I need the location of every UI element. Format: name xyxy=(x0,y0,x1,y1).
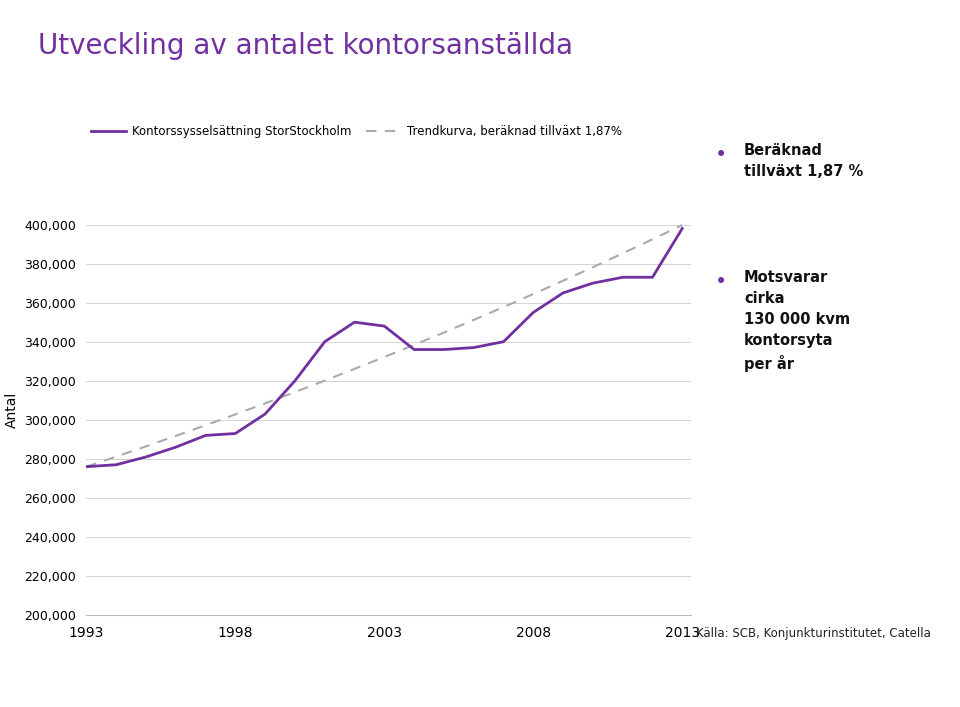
Text: 🔑: 🔑 xyxy=(887,674,895,686)
Y-axis label: Antal: Antal xyxy=(5,392,18,428)
Text: Fabege: Fabege xyxy=(900,672,960,691)
Text: •: • xyxy=(715,145,728,165)
Legend: Kontorssysselsättning StorStockholm, Trendkurva, beräknad tillväxt 1,87%: Kontorssysselsättning StorStockholm, Tre… xyxy=(86,121,627,143)
Text: Beräknad
tillväxt 1,87 %: Beräknad tillväxt 1,87 % xyxy=(744,143,863,179)
Text: •: • xyxy=(715,272,728,292)
Text: Utveckling av antalet kontorsanställda: Utveckling av antalet kontorsanställda xyxy=(38,32,573,60)
Text: Källa: SCB, Konjunkturinstitutet, Catella: Källa: SCB, Konjunkturinstitutet, Catell… xyxy=(696,627,931,640)
Text: Motsvarar
cirka
130 000 kvm
kontorsyta
per år: Motsvarar cirka 130 000 kvm kontorsyta p… xyxy=(744,270,851,372)
